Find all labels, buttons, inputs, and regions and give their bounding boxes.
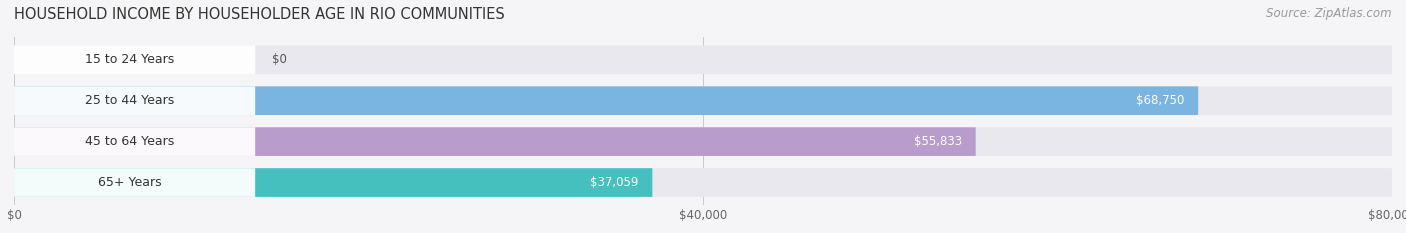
FancyBboxPatch shape (14, 168, 652, 197)
Text: Source: ZipAtlas.com: Source: ZipAtlas.com (1267, 7, 1392, 20)
Text: $55,833: $55,833 (914, 135, 962, 148)
Text: 15 to 24 Years: 15 to 24 Years (86, 53, 174, 66)
Text: 65+ Years: 65+ Years (98, 176, 162, 189)
FancyBboxPatch shape (14, 127, 1392, 156)
Text: $37,059: $37,059 (591, 176, 638, 189)
FancyBboxPatch shape (14, 45, 1392, 74)
Text: 45 to 64 Years: 45 to 64 Years (86, 135, 174, 148)
FancyBboxPatch shape (14, 168, 256, 197)
FancyBboxPatch shape (14, 45, 256, 74)
FancyBboxPatch shape (14, 168, 1392, 197)
FancyBboxPatch shape (14, 86, 256, 115)
FancyBboxPatch shape (14, 127, 256, 156)
Text: $0: $0 (273, 53, 287, 66)
FancyBboxPatch shape (14, 86, 1198, 115)
FancyBboxPatch shape (14, 86, 1392, 115)
Text: HOUSEHOLD INCOME BY HOUSEHOLDER AGE IN RIO COMMUNITIES: HOUSEHOLD INCOME BY HOUSEHOLDER AGE IN R… (14, 7, 505, 22)
FancyBboxPatch shape (14, 127, 976, 156)
Text: $68,750: $68,750 (1136, 94, 1184, 107)
Text: 25 to 44 Years: 25 to 44 Years (86, 94, 174, 107)
